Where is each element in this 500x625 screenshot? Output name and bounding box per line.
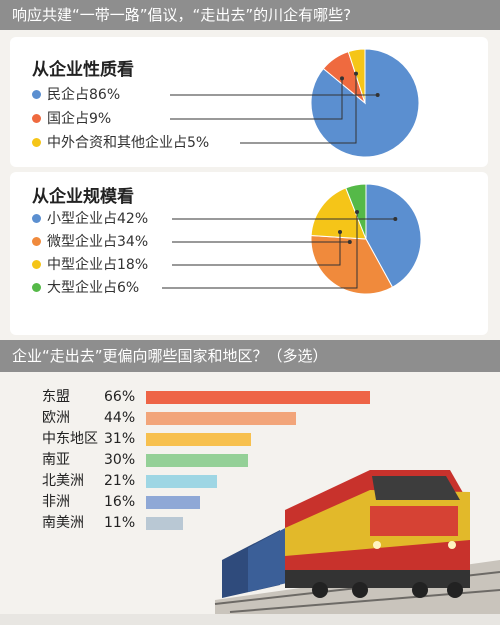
bar-category-label-5: 非洲	[42, 494, 70, 510]
wheel	[312, 582, 328, 598]
size-legend-3-label: 大型企业占6%	[47, 280, 140, 296]
nature-leader-1	[170, 78, 343, 120]
bar-5	[146, 496, 201, 509]
pie-chart-size	[310, 183, 422, 295]
legend-dot	[32, 259, 41, 269]
bar-3	[146, 454, 248, 467]
size-chart-title: 从企业规模看	[32, 187, 134, 207]
size-leader-2-dot	[338, 230, 342, 234]
headlight	[448, 541, 456, 549]
section-header-2: 企业“走出去”更偏向哪些国家和地区？（多选）	[0, 340, 500, 372]
nature-legend-1: 国企占9%	[32, 109, 111, 129]
section-header-1-title: 响应共建“一带一路”倡议，“走出去”的川企有哪些?	[12, 6, 352, 24]
bar-category-label-2: 中东地区	[42, 431, 98, 447]
size-leader-3-dot	[355, 210, 359, 214]
size-leader-1-dot	[347, 240, 352, 244]
wheel	[352, 582, 368, 598]
legend-dot	[32, 137, 41, 147]
nature-leader-2	[240, 73, 357, 144]
locomotive-front-panel	[370, 506, 458, 536]
bar-value-label-4: 21%	[104, 473, 136, 489]
bar-value-label-0: 66%	[104, 389, 136, 405]
size-pie-slice-0	[365, 183, 422, 288]
bar-category-label-0: 东盟	[42, 389, 70, 405]
locomotive-cab-window	[372, 476, 460, 500]
legend-dot	[32, 282, 41, 292]
size-legend-2: 中型企业占18%	[32, 255, 148, 275]
legend-dot	[32, 213, 41, 223]
legend-dot	[32, 113, 41, 123]
size-pie-slice-1	[310, 235, 394, 295]
nature-leader-2-dot	[354, 71, 358, 76]
bar-category-label-4: 北美洲	[42, 473, 84, 489]
bar-category-label-1: 欧洲	[42, 410, 70, 426]
nature-legend-0-label: 民企占86%	[47, 87, 121, 103]
size-legend-1-label: 微型企业占34%	[47, 234, 149, 250]
size-legend-2-label: 中型企业占18%	[47, 257, 149, 273]
size-legend-0: 小型企业占42%	[32, 209, 148, 229]
size-leader-2	[172, 232, 341, 266]
section-header-2-title: 企业“走出去”更偏向哪些国家和地区？（多选）	[12, 347, 328, 365]
nature-legend-1-label: 国企占9%	[47, 111, 112, 127]
bar-1	[146, 412, 296, 425]
nature-leader-1-dot	[340, 76, 344, 81]
size-legend-0-label: 小型企业占42%	[47, 211, 149, 227]
size-legend-1: 微型企业占34%	[32, 232, 148, 252]
bar-4	[146, 475, 218, 488]
headlight	[373, 541, 381, 549]
nature-legend-2-label: 中外合资和其他企业占5%	[47, 135, 210, 151]
wheel	[447, 582, 463, 598]
legend-dot	[32, 236, 41, 246]
legend-dot	[32, 89, 41, 99]
section-header-1: 响应共建“一带一路”倡议，“走出去”的川企有哪些?	[0, 0, 500, 30]
nature-chart-title: 从企业性质看	[32, 60, 134, 80]
bar-6	[146, 517, 184, 530]
nature-leader-0-dot	[375, 93, 380, 97]
locomotive-skirt	[285, 570, 470, 588]
bar-value-label-6: 11%	[104, 515, 136, 531]
bar-value-label-2: 31%	[104, 431, 136, 447]
page-bottom-strip	[0, 614, 500, 625]
bar-category-label-6: 南美洲	[42, 515, 84, 531]
size-pie-slice-2	[310, 187, 367, 240]
bar-0	[146, 391, 371, 404]
nature-legend-2: 中外合资和其他企业占5%	[32, 133, 209, 153]
size-leader-0-dot	[393, 217, 398, 221]
size-leader-3	[162, 212, 358, 289]
size-legend-3: 大型企业占6%	[32, 278, 139, 298]
nature-legend-0: 民企占86%	[32, 85, 120, 105]
bar-2	[146, 433, 252, 446]
pie-chart-nature	[310, 48, 420, 158]
wheel	[412, 582, 428, 598]
nature-pie-slice-2	[347, 48, 366, 104]
bar-value-label-5: 16%	[104, 494, 136, 510]
bar-value-label-3: 30%	[104, 452, 136, 468]
train-illustration	[214, 470, 500, 615]
leader-lines	[162, 71, 398, 289]
nature-card: 从企业性质看 民企占86% 国企占9% 中外合资和其他企业占5%	[10, 37, 488, 167]
bar-value-label-1: 44%	[104, 410, 136, 426]
bar-category-label-3: 南亚	[42, 452, 70, 468]
